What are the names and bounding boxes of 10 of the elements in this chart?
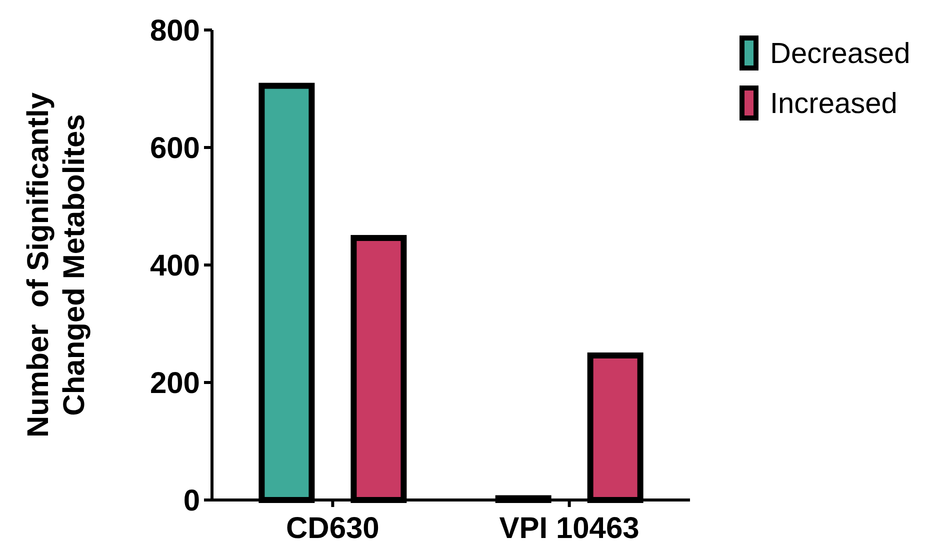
y-tick-label: 600 bbox=[150, 132, 200, 165]
y-axis-title: Number of Significantly Changed Metabolites bbox=[22, 92, 91, 438]
y-tick-label: 800 bbox=[150, 14, 200, 48]
y-tick-label: 400 bbox=[150, 250, 200, 282]
x-tick-label: CD630 bbox=[286, 512, 380, 545]
y-tick-label: 200 bbox=[150, 367, 200, 400]
y-tick-label: 0 bbox=[183, 484, 200, 518]
x-tick-label: VPI 10463 bbox=[499, 512, 640, 545]
legend-label: Increased bbox=[770, 88, 898, 120]
legend-label: Decreased bbox=[770, 38, 910, 70]
